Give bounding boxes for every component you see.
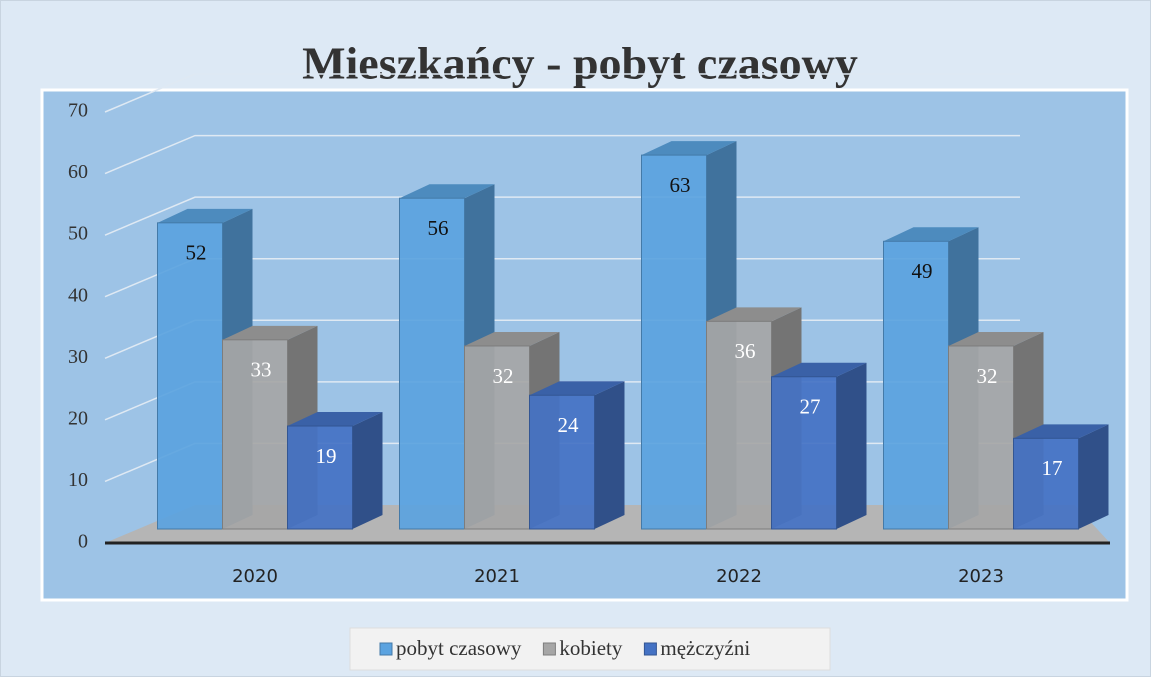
x-tick-label: 2021 <box>474 566 520 587</box>
x-tick-label: 2022 <box>716 566 762 587</box>
grid-line <box>104 134 1020 175</box>
y-tick-label: 50 <box>68 223 88 245</box>
y-tick-label: 70 <box>68 100 88 122</box>
bar-top <box>399 184 495 199</box>
y-tick-label: 10 <box>68 469 88 491</box>
bar-top <box>641 141 737 156</box>
bar-top <box>883 227 979 242</box>
y-tick-label: 20 <box>68 407 88 429</box>
legend-label: kobiety <box>559 636 622 660</box>
bar <box>1013 437 1079 530</box>
data-label: 49 <box>912 259 933 283</box>
bar-side <box>352 412 383 529</box>
bar <box>641 154 707 530</box>
bar <box>883 240 949 530</box>
data-label: 33 <box>251 358 272 382</box>
bar-top <box>222 325 318 340</box>
bar <box>222 339 288 530</box>
y-tick-label: 30 <box>68 346 88 368</box>
bar <box>399 197 465 530</box>
legend-swatch <box>379 642 393 656</box>
legend-label: mężczyźni <box>660 636 750 660</box>
data-label: 52 <box>186 241 207 265</box>
bar <box>706 320 772 530</box>
bar-top <box>706 307 802 322</box>
data-label: 24 <box>558 413 580 437</box>
legend <box>349 627 831 671</box>
data-label: 56 <box>428 216 449 240</box>
bar-top <box>464 331 560 346</box>
x-tick-label: 2023 <box>958 566 1004 587</box>
bar-top <box>529 381 625 396</box>
y-tick-label: 40 <box>68 284 88 306</box>
bar <box>464 345 530 530</box>
legend-label: pobyt czasowy <box>396 636 522 660</box>
legend-swatch <box>542 642 556 656</box>
bar-top <box>1013 424 1109 439</box>
data-label: 63 <box>670 173 691 197</box>
data-label: 17 <box>1042 456 1063 480</box>
bar-top <box>771 362 867 377</box>
bar <box>287 425 353 530</box>
bar-side <box>836 362 867 529</box>
grid-line <box>104 196 1020 236</box>
bar <box>529 394 595 530</box>
bar <box>948 345 1014 530</box>
y-tick-label: 60 <box>68 161 88 183</box>
bar-top <box>157 208 253 223</box>
bar-side <box>1078 424 1109 529</box>
y-tick-label: 0 <box>78 531 88 553</box>
bar-side <box>594 381 625 529</box>
bar <box>157 222 223 530</box>
chart-title: Mieszkańcy - pobyt czasowy <box>302 38 858 89</box>
legend-swatch <box>643 642 657 656</box>
data-label: 36 <box>735 339 756 363</box>
bar-top <box>287 412 383 427</box>
data-label: 27 <box>800 395 821 419</box>
bar <box>771 376 837 530</box>
data-label: 19 <box>316 444 337 468</box>
data-label: 32 <box>977 364 998 388</box>
x-tick-label: 2020 <box>232 566 278 587</box>
bar-top <box>948 331 1044 346</box>
data-label: 32 <box>493 364 514 388</box>
grid-line <box>104 73 1020 113</box>
